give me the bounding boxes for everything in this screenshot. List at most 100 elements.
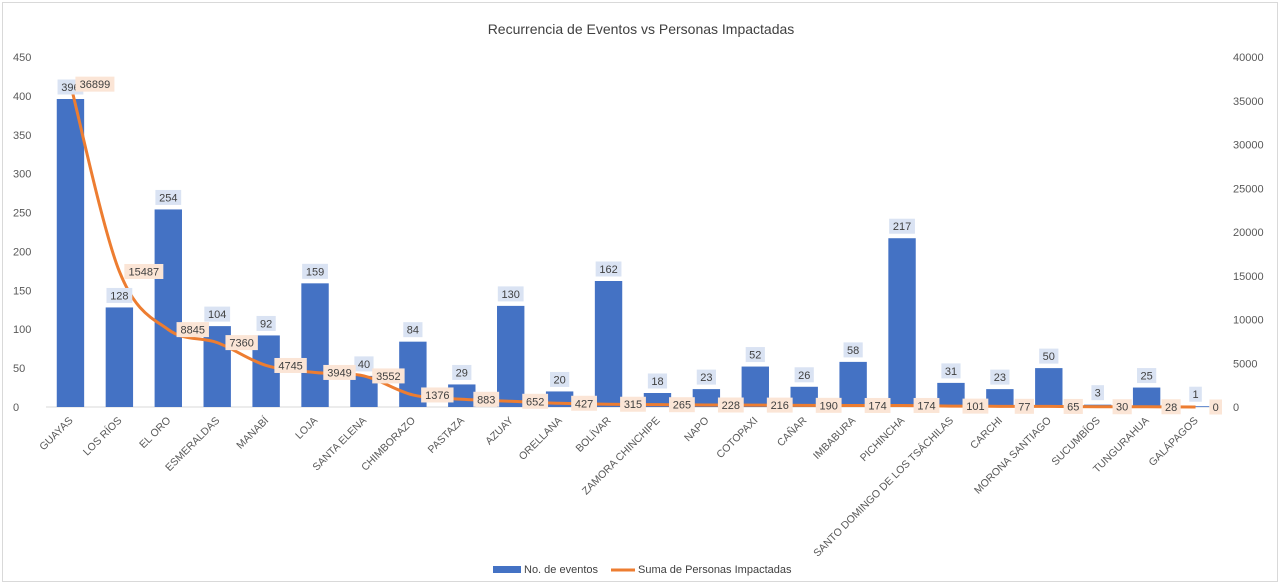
x-category-label: SUCUMBÍOS (1049, 414, 1103, 468)
bar-data-label-bg (403, 322, 423, 338)
line-series (69, 83, 1196, 409)
bar-data-label: 29 (456, 367, 468, 379)
bar-data-label: 84 (407, 325, 419, 337)
legend: No. de eventos Suma de Personas Impactad… (493, 564, 792, 576)
legend-bar-swatch (493, 566, 521, 573)
x-category-label: PICHINCHA (858, 415, 907, 464)
x-category-label: CARCHI (968, 415, 1005, 452)
line-data-label: 3949 (327, 367, 351, 379)
bar-data-label-bg (452, 364, 472, 380)
line-data-label: 77 (1018, 401, 1030, 413)
bar-data-label: 1 (1192, 389, 1198, 401)
y2-tick-label: 35000 (1233, 96, 1264, 108)
y-tick-label: 100 (13, 324, 31, 336)
bar-data-label: 396 (61, 82, 79, 94)
x-category-label: EL ORO (137, 415, 173, 451)
bar (301, 283, 329, 407)
x-category-label: COTOPAXI (714, 415, 760, 461)
bar-data-label: 31 (945, 366, 957, 378)
bar-data-label-bg (302, 263, 328, 279)
bar-data-label: 217 (893, 221, 911, 233)
line-data-label-bg (962, 398, 989, 414)
line-data-label: 883 (477, 394, 495, 406)
y-tick-label: 0 (13, 402, 19, 414)
bar-data-label-bg (990, 369, 1010, 385)
bar (692, 389, 721, 407)
line-data-label-bg (815, 397, 842, 413)
bar (986, 389, 1014, 407)
bar-data-label: 50 (1043, 351, 1055, 363)
bar-data-label-bg (204, 306, 231, 322)
bar-data-label: 92 (260, 318, 272, 330)
bar (839, 361, 867, 407)
y2-tick-label: 10000 (1233, 315, 1264, 327)
line-data-label-bg (372, 368, 405, 384)
line-data-label-bg (571, 395, 597, 411)
bar-data-label-bg (647, 373, 668, 389)
bar-data-label-bg (1137, 368, 1157, 384)
bar-data-label-bg (889, 218, 915, 234)
line-data-label: 4745 (278, 360, 302, 372)
bar (594, 281, 623, 407)
bar-data-label-bg (745, 347, 765, 363)
bar (937, 382, 965, 407)
y-tick-label: 400 (13, 91, 31, 103)
line-data-label-bg (1112, 399, 1132, 415)
line-data-label: 265 (673, 400, 691, 412)
line-data-label: 15487 (129, 266, 160, 278)
line-data-label: 36899 (80, 79, 111, 91)
line-data-label: 30 (1116, 402, 1128, 414)
bar-data-label: 159 (306, 266, 324, 278)
bar-data-label: 23 (700, 372, 712, 384)
legend-bar-label: No. de eventos (524, 564, 598, 576)
bar-data-label: 18 (651, 376, 663, 388)
bar-data-label-bg (696, 369, 716, 385)
line-data-label-bg (1161, 399, 1181, 415)
bar-data-label-bg (1189, 386, 1202, 402)
bar-data-label: 26 (798, 370, 810, 382)
line-data-label: 8845 (181, 325, 205, 337)
line-data-label: 174 (917, 400, 935, 412)
x-category-label: GALÁPAGOS (1146, 414, 1201, 469)
x-category-label: IMBABURA (811, 415, 858, 462)
line-data-label-bg (1014, 398, 1034, 414)
line-data-label: 28 (1165, 402, 1177, 414)
bar-data-label-bg (497, 286, 524, 302)
line-data-label-bg (913, 397, 940, 413)
line-data-label: 228 (722, 400, 740, 412)
line-data-label-bg (1209, 399, 1222, 415)
chart-svg: Recurrencia de Eventos vs Personas Impac… (13, 21, 1264, 576)
line-data-label-bg (124, 263, 164, 279)
y-tick-label: 250 (13, 208, 31, 220)
bar (888, 238, 916, 407)
line-data-label: 65 (1067, 401, 1079, 413)
line-data-label: 1376 (425, 390, 449, 402)
y2-tick-label: 40000 (1233, 52, 1264, 64)
line-data-label: 174 (868, 400, 886, 412)
bar (448, 384, 476, 407)
y-tick-label: 450 (13, 52, 31, 64)
bar-data-label: 3 (1095, 388, 1101, 400)
line-data-label-bg (421, 387, 454, 403)
line-data-label: 216 (771, 400, 789, 412)
line-data-label-bg (75, 76, 115, 92)
x-category-label: NAPO (682, 415, 712, 445)
x-category-label: CAÑAR (774, 414, 809, 449)
y2-tick-label: 5000 (1233, 358, 1257, 370)
bar (1035, 368, 1063, 407)
line-data-label: 3552 (376, 371, 400, 383)
bar-data-label-bg (595, 261, 622, 277)
line-data-label-bg (225, 335, 258, 351)
x-category-label: AZUAY (483, 415, 516, 448)
line-data-label: 427 (575, 398, 593, 410)
line-data-label-bg (766, 397, 793, 413)
y-tick-label: 350 (13, 130, 31, 142)
x-category-label: ORELLANA (517, 415, 565, 463)
bar-data-label-bg (354, 356, 374, 372)
line-data-label: 0 (1213, 402, 1219, 414)
bar (790, 386, 818, 407)
bar-data-label: 130 (502, 289, 520, 301)
line-path (69, 83, 1196, 409)
bar-data-label: 23 (994, 372, 1006, 384)
bar (741, 366, 769, 407)
